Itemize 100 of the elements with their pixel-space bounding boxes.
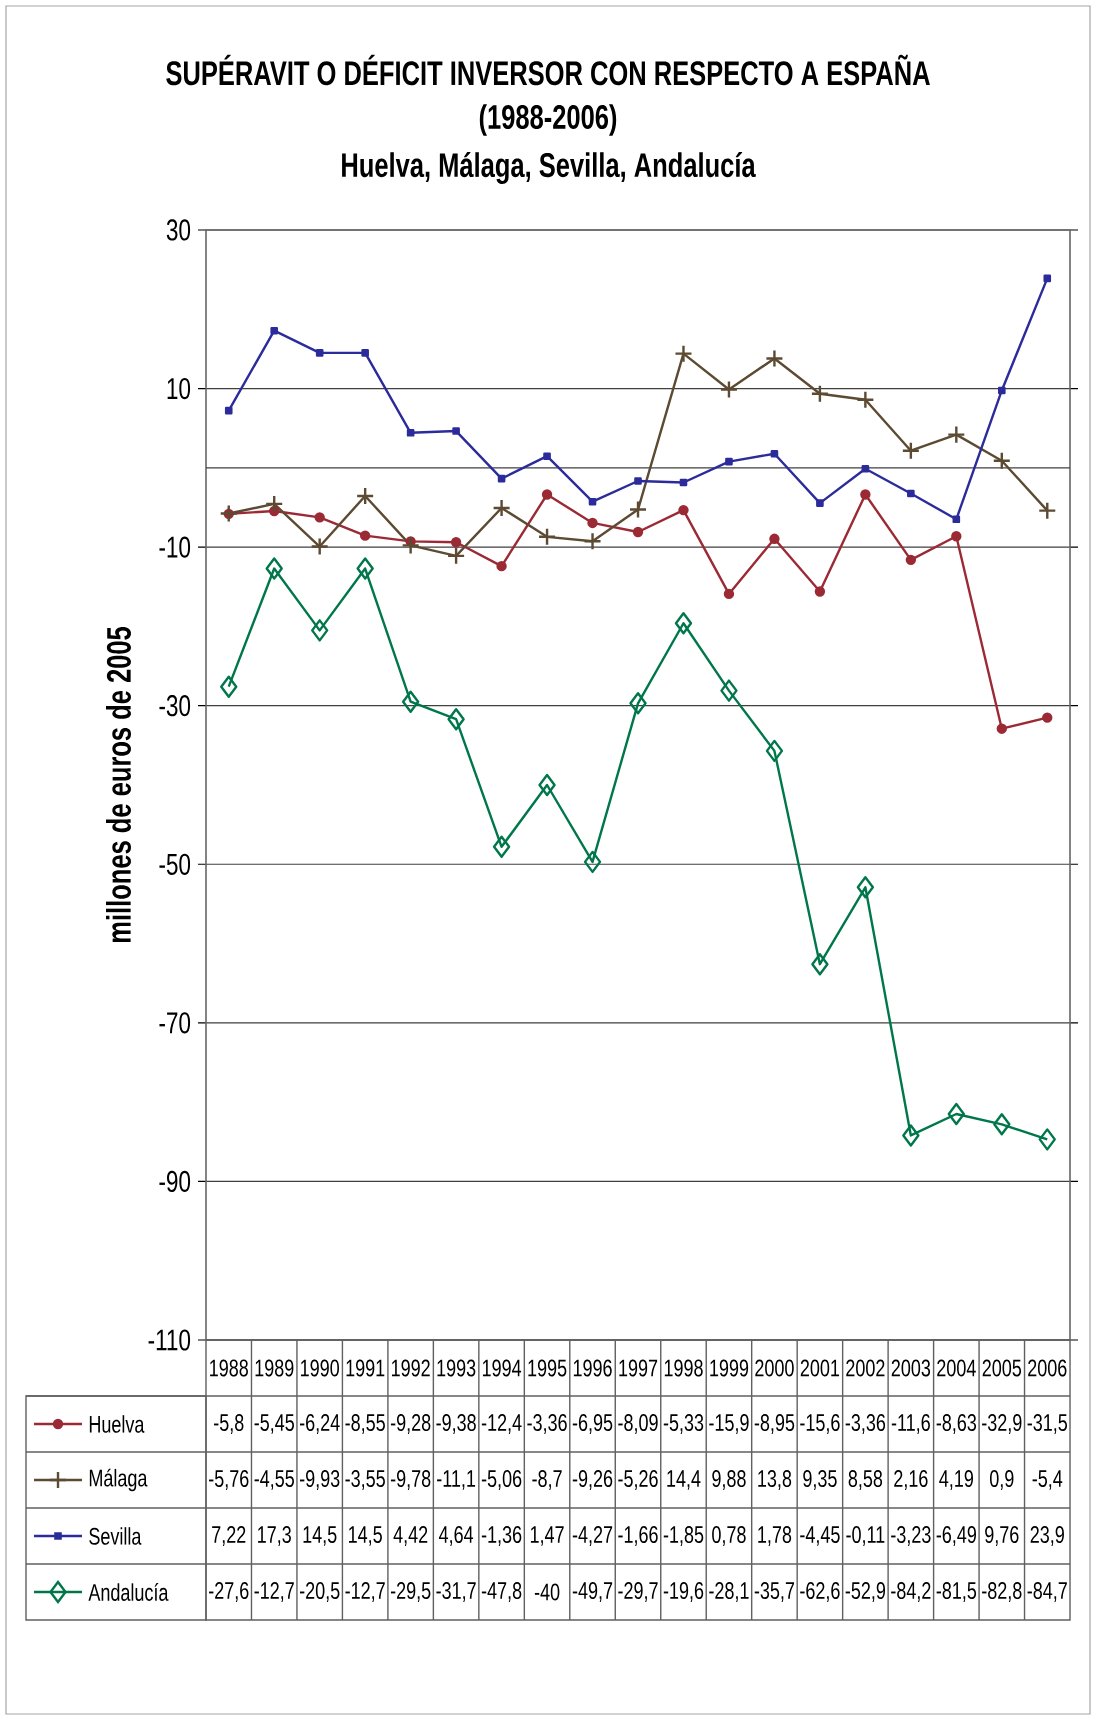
data-label: -5,8 <box>214 1414 244 1434</box>
data-label: -28,1 <box>709 1582 749 1602</box>
data-label: -52,9 <box>845 1582 886 1602</box>
data-label: -1,85 <box>663 1526 704 1546</box>
data-label: -62,6 <box>800 1582 840 1602</box>
x-tick-label: 2004 <box>937 1359 976 1377</box>
data-label: 7,22 <box>212 1526 246 1546</box>
data-label: -15,6 <box>800 1414 840 1434</box>
x-tick-label: 1994 <box>482 1359 522 1377</box>
data-label: 14,5 <box>303 1526 337 1546</box>
data-label: -82,8 <box>982 1582 1022 1602</box>
legend-label: Huelva <box>89 1415 145 1433</box>
y-tick-label: 10 <box>167 377 191 400</box>
data-label: -12,4 <box>481 1414 522 1434</box>
x-tick-label: 1992 <box>392 1359 430 1377</box>
y-tick-label: 30 <box>166 219 191 241</box>
data-label: -8,7 <box>532 1470 562 1490</box>
chart-subtitle: (1988-2006) <box>479 104 617 136</box>
data-label: 0,9 <box>990 1470 1014 1490</box>
data-label: -5,06 <box>481 1470 522 1490</box>
data-label: -31,7 <box>436 1582 476 1602</box>
data-label: -5,76 <box>209 1470 249 1490</box>
x-tick-label: 2006 <box>1028 1359 1067 1377</box>
y-tick-label: -50 <box>159 853 191 875</box>
data-label: -11,6 <box>891 1414 930 1434</box>
data-label: -27,6 <box>209 1582 249 1602</box>
data-label: -5,33 <box>663 1414 704 1434</box>
data-label: -12,7 <box>254 1582 294 1602</box>
data-label: -32,9 <box>982 1414 1022 1434</box>
y-tick-label: -90 <box>159 1170 191 1193</box>
data-label: -20,5 <box>299 1582 340 1602</box>
data-label: -15,9 <box>709 1414 749 1434</box>
data-label: 23,9 <box>1030 1526 1064 1546</box>
x-tick-label: 2002 <box>846 1359 885 1377</box>
x-tick-label: 2005 <box>982 1359 1022 1377</box>
data-label: -84,7 <box>1027 1582 1067 1602</box>
y-tick-label: -10 <box>159 536 191 558</box>
data-label: -8,55 <box>345 1414 385 1434</box>
data-label: -40 <box>534 1583 560 1601</box>
y-tick-label: -110 <box>148 1329 191 1351</box>
data-label: 14,5 <box>349 1526 382 1546</box>
data-label: -4,45 <box>800 1526 840 1546</box>
x-tick-label: 1990 <box>301 1359 339 1377</box>
data-label: 0,78 <box>712 1526 746 1546</box>
data-label: -5,26 <box>618 1470 658 1490</box>
data-label: 1,47 <box>530 1526 564 1546</box>
x-tick-label: 1995 <box>528 1359 567 1377</box>
data-label: -8,09 <box>618 1414 658 1434</box>
data-label: -9,93 <box>299 1470 340 1490</box>
y-axis-title: millones de euros de 2005 <box>106 626 131 943</box>
data-label: -4,55 <box>254 1470 294 1490</box>
data-label: 13,8 <box>758 1470 792 1490</box>
x-tick-label: 1988 <box>210 1359 248 1377</box>
data-label: -8,63 <box>936 1414 977 1434</box>
data-label: -5,45 <box>254 1414 294 1434</box>
data-label: 14,4 <box>667 1470 701 1490</box>
x-tick-label: 2001 <box>800 1359 840 1377</box>
x-tick-label: 2003 <box>891 1359 931 1377</box>
chart-title: SUPÉRAVIT O DÉFICIT INVERSOR CON RESPECTO A ESPAÑA <box>166 54 930 86</box>
text: Huelva, Málaga, Sevilla, Andalucía <box>342 151 756 185</box>
data-label: -3,36 <box>845 1414 886 1434</box>
y-tick-label: -70 <box>159 1012 191 1034</box>
data-label: 8,58 <box>848 1470 883 1490</box>
data-label: -3,55 <box>345 1470 385 1490</box>
data-label: -19,6 <box>663 1582 704 1602</box>
data-label: -29,7 <box>618 1582 658 1602</box>
data-label: -8,95 <box>754 1414 795 1434</box>
data-label: 1,78 <box>758 1526 792 1546</box>
data-label: -5,4 <box>1032 1470 1063 1490</box>
data-label: 4,42 <box>393 1526 428 1546</box>
data-label: -31,5 <box>1027 1414 1068 1434</box>
x-tick-label: 1996 <box>573 1359 612 1377</box>
data-label: -3,23 <box>891 1526 931 1546</box>
x-tick-label: 1997 <box>619 1359 658 1377</box>
data-label: -1,66 <box>618 1526 658 1546</box>
data-label: -49,7 <box>572 1582 613 1602</box>
data-label: -11,1 <box>437 1470 476 1490</box>
data-label: -47,8 <box>481 1582 522 1602</box>
data-label: -9,28 <box>390 1414 431 1434</box>
x-tick-label: 2000 <box>755 1359 794 1377</box>
data-label: 9,88 <box>712 1470 746 1490</box>
legend-label: Sevilla <box>89 1527 142 1545</box>
data-label: -1,36 <box>481 1526 522 1546</box>
data-label: -29,5 <box>390 1582 431 1602</box>
y-tick-label: -30 <box>159 695 191 717</box>
data-label: -4,27 <box>572 1526 613 1546</box>
x-tick-label: 1999 <box>710 1359 749 1377</box>
data-label: 9,76 <box>985 1526 1019 1546</box>
data-label: -6,49 <box>936 1526 976 1546</box>
data-label: -35,7 <box>754 1582 795 1602</box>
data-label: -3,36 <box>527 1414 567 1434</box>
data-label: 9,35 <box>803 1470 837 1490</box>
data-label: -84,2 <box>891 1582 931 1602</box>
x-tick-label: 1989 <box>255 1359 294 1377</box>
legend-label: Andalucía <box>88 1583 169 1601</box>
legend-label: Málaga <box>89 1468 148 1492</box>
data-label: -9,38 <box>436 1414 476 1434</box>
x-tick-label: 1998 <box>664 1359 703 1377</box>
data-label: -6,24 <box>299 1414 340 1434</box>
data-label: -9,78 <box>390 1470 431 1490</box>
